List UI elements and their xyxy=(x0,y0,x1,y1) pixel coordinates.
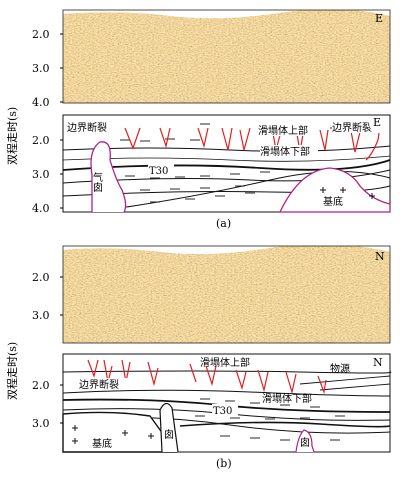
panel-b-y-axis-label: 双程走时(s) xyxy=(6,342,19,400)
label-boundary-fault-left-a: 边界断裂 xyxy=(67,121,107,134)
svg-text:2.0: 2.0 xyxy=(32,379,50,392)
svg-text:3.0: 3.0 xyxy=(32,309,50,322)
label-gas-chimney-b-1: 囱 xyxy=(164,428,174,441)
panel-b-yticks-bottom: 2.0 3.0 xyxy=(32,379,63,430)
label-gas-chimney-b-2: 囱 xyxy=(300,436,310,449)
basement-plus-b xyxy=(72,425,154,444)
panel-a-yticks-bottom: 2.0 3.0 4.0 xyxy=(32,134,63,215)
label-slump-upper-b: 滑塌体上部 xyxy=(200,356,250,369)
panel-b-direction-bottom: N xyxy=(373,356,383,369)
panel-a-direction-bottom: E xyxy=(373,116,381,129)
label-slump-lower-b: 滑塌体下部 xyxy=(262,392,312,405)
tick-a-4: 4.0 xyxy=(32,96,50,109)
svg-text:2.0: 2.0 xyxy=(32,134,50,147)
panel-a-seismic xyxy=(62,9,391,104)
svg-text:3.0: 3.0 xyxy=(32,417,50,430)
panel-b-direction-top: N xyxy=(375,250,385,263)
label-gas-chimney-a: 气囱 xyxy=(91,171,103,192)
label-basement-b: 基底 xyxy=(92,437,112,450)
panel-a-interpretation: 边界断裂 边界断裂 滑塌体上部 滑塌体下部 T30 气囱 基底 E xyxy=(62,114,391,213)
faults-a xyxy=(124,125,381,161)
panel-b-interpretation: 滑塌体上部 物源 边界断裂 滑塌体下部 T30 基底 囱 囱 N xyxy=(62,353,392,453)
tick-a-3: 3.0 xyxy=(32,62,50,75)
label-boundary-fault-b: 边界断裂 xyxy=(79,378,119,391)
panel-a-y-axis-label: 双程走时(s) xyxy=(6,107,19,165)
svg-text:3.0: 3.0 xyxy=(32,168,50,181)
faults-b xyxy=(87,359,327,395)
label-slump-lower-a: 滑塌体下部 xyxy=(260,145,310,158)
panel-b-caption: (b) xyxy=(216,457,232,470)
panel-a-direction-top: E xyxy=(375,12,383,25)
label-boundary-fault-right-a: 边界断裂 xyxy=(332,121,372,134)
svg-text:2.0: 2.0 xyxy=(32,271,50,284)
tick-a-2: 2.0 xyxy=(32,28,50,41)
svg-text:4.0: 4.0 xyxy=(32,202,50,215)
panel-b-yticks-top: 2.0 3.0 xyxy=(32,271,63,322)
label-basement-a: 基底 xyxy=(323,195,343,208)
label-horizon-a: T30 xyxy=(149,166,168,177)
panel-a-yticks-top: 2.0 3.0 4.0 xyxy=(32,28,63,109)
label-source-b: 物源 xyxy=(330,362,350,375)
panel-a-caption: (a) xyxy=(216,217,231,230)
label-horizon-b: T30 xyxy=(213,406,232,417)
basement-dome-a xyxy=(278,167,391,213)
label-slump-upper-a: 滑塌体上部 xyxy=(258,124,308,137)
gas-chimney-a xyxy=(90,141,127,213)
gas-chimney-b-2 xyxy=(295,429,315,453)
gas-chimney-b-1 xyxy=(159,402,179,453)
basement-plus-a xyxy=(320,187,375,199)
panel-b-seismic xyxy=(62,245,391,344)
